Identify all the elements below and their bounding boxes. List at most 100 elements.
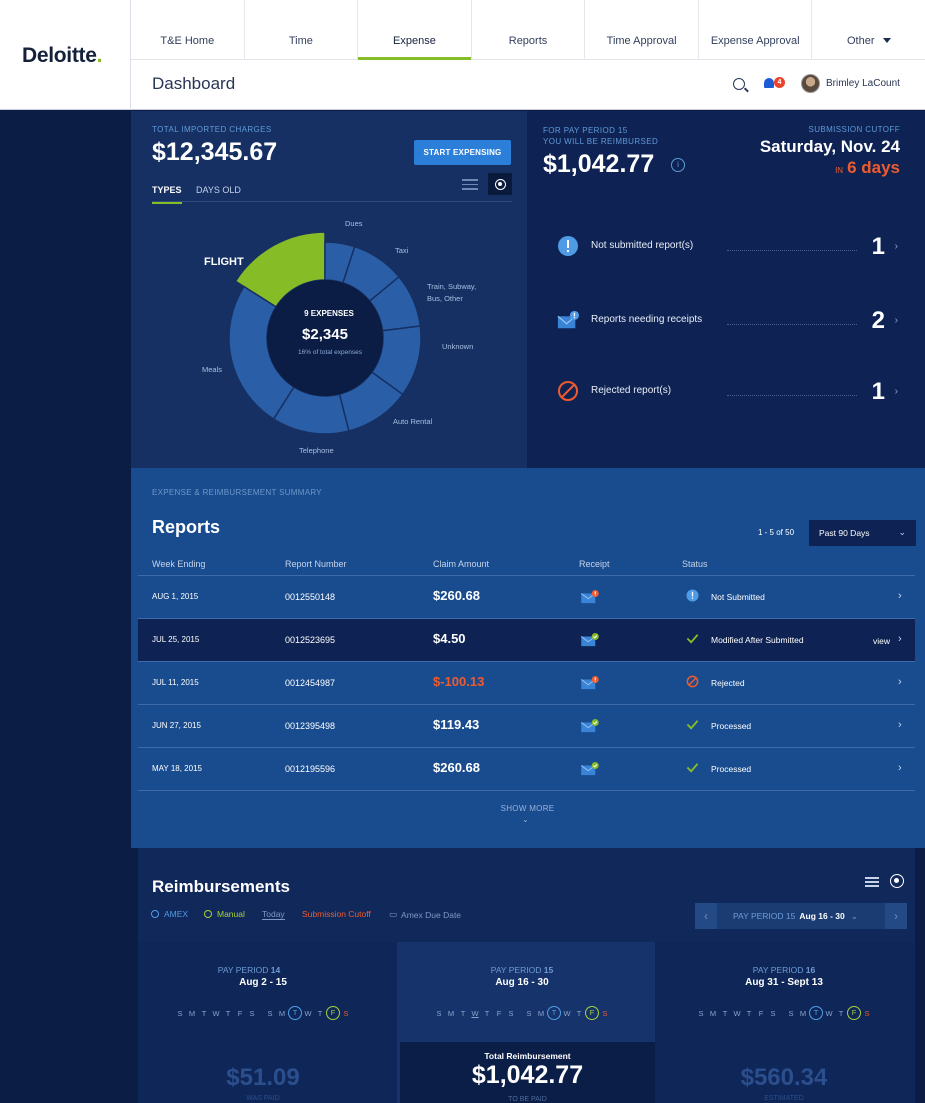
tab-types[interactable]: TYPES [152,185,182,204]
col-claim-amount[interactable]: Claim Amount [433,559,490,569]
chevron-down-icon[interactable]: ⌄ [522,815,529,824]
weekday: T [460,1008,466,1018]
chevron-right-icon[interactable]: › [898,590,902,602]
start-expensing-button[interactable]: START EXPENSING [414,140,511,165]
weekday: W [563,1008,571,1018]
col-receipt[interactable]: Receipt [579,559,610,569]
period-number: 15 [543,965,554,975]
check-icon [686,763,699,773]
table-row[interactable]: JUL 11, 2015 0012454987 $-100.13 Rejecte… [138,662,915,705]
period-status: WAS PAID [246,1095,280,1102]
bell-icon[interactable] [764,78,774,88]
amex-day-marker: T [288,1006,302,1020]
info-icon[interactable]: i [671,158,685,172]
row-amount: $119.43 [433,717,480,732]
manual-day-marker: F [847,1006,861,1020]
amex-day-marker: T [547,1006,561,1020]
calendar-view-icon[interactable] [890,874,904,888]
chevron-down-icon: ⌄ [898,527,906,537]
col-status[interactable]: Status [682,559,708,569]
donut-label-telephone: Telephone [299,446,334,455]
notification-badge: 4 [774,77,785,88]
chevron-right-icon[interactable]: › [898,719,902,731]
summary-section-label: EXPENSE & REIMBURSEMENT SUMMARY [152,488,322,497]
row-amount: $260.68 [433,760,480,775]
chevron-right-icon: › [894,315,898,326]
total-charges-value: $12,345.67 [152,138,278,166]
check-icon [686,720,699,730]
nav-expense[interactable]: Expense [358,0,472,60]
nav-other[interactable]: Other [812,0,925,59]
stat-rejected[interactable]: Rejected report(s) 1 › [557,378,900,406]
table-row[interactable]: MAY 18, 2015 0012195596 $260.68 Processe… [138,748,915,791]
search-icon[interactable] [733,78,745,90]
main-nav: T&E Home Time Expense Reports Time Appro… [131,0,925,60]
nav-time[interactable]: Time [245,0,359,59]
weekday: F [496,1008,502,1018]
list-view-icon[interactable] [865,877,879,887]
avatar[interactable] [801,74,820,93]
period-number: 14 [270,965,281,975]
row-report-number: 0012523695 [285,635,336,645]
stat-not-submitted[interactable]: Not submitted report(s) 1 › [557,233,900,261]
pay-period-selector[interactable]: ‹ PAY PERIOD 15 Aug 16 - 30 ⌄ › [695,903,907,929]
chevron-right-icon: › [894,386,898,397]
period-status: ESTIMATED [764,1095,804,1102]
legend-today: Today [262,909,285,920]
pay-period-label-line2: YOU WILL BE REIMBURSED [543,137,659,146]
chevron-left-icon[interactable]: ‹ [695,903,717,929]
table-row[interactable]: AUG 1, 2015 0012550148 $260.68 Not Submi… [138,576,915,619]
receipt-missing-icon[interactable] [581,590,599,604]
stat-count: 2 [871,307,885,334]
chevron-right-icon[interactable]: › [898,633,902,645]
legend-amex-due: ▭ Amex Due Date [389,909,461,920]
receipt-ok-icon[interactable] [581,762,599,776]
chart-view-toggle[interactable] [488,173,512,195]
tab-days-old[interactable]: DAYS OLD [196,185,241,195]
donut-label-dues: Dues [345,219,363,228]
stat-needing-receipts[interactable]: Reports needing receipts 2 › [557,307,900,335]
weekday: S [436,1008,442,1018]
donut-label-taxi: Taxi [395,246,409,255]
chevron-down-icon: ⌄ [850,911,858,921]
date-range-select[interactable]: Past 90 Days ⌄ [809,520,916,546]
user-name[interactable]: Brimley LaCount [826,78,900,89]
period-status: TO BE PAID [508,1096,547,1103]
row-amount: $4.50 [433,631,466,646]
weekday: M [188,1008,196,1018]
total-reimbursement-label: Total Reimbursement [484,1051,571,1061]
donut-center-sub: 16% of total expenses [298,349,363,356]
cutoff-countdown: IN 6 days [835,158,900,178]
row-amount: $260.68 [433,588,480,603]
col-report-number[interactable]: Report Number [285,559,347,569]
receipt-ok-icon[interactable] [581,719,599,733]
show-more-button[interactable]: SHOW MORE [500,804,555,813]
receipt-ok-icon[interactable] [581,633,599,647]
chevron-right-icon[interactable]: › [898,676,902,688]
manual-ring-icon [204,910,212,918]
manual-day-marker: F [585,1006,599,1020]
list-view-icon[interactable] [462,179,478,191]
check-icon [686,634,699,644]
pagination-info: 1 - 5 of 50 [758,528,795,537]
table-row[interactable]: JUL 25, 2015 0012523695 $4.50 Modified A… [138,619,915,662]
receipt-missing-icon[interactable] [581,676,599,690]
weekday: F [237,1008,243,1018]
rejected-icon [686,675,699,688]
table-row[interactable]: JUN 27, 2015 0012395498 $119.43 Processe… [138,705,915,748]
nav-expense-approval[interactable]: Expense Approval [699,0,813,59]
weekday: M [447,1008,455,1018]
stat-label: Not submitted report(s) [591,240,694,251]
donut-label-unknown: Unknown [442,342,473,351]
nav-time-approval[interactable]: Time Approval [585,0,699,59]
col-week-ending[interactable]: Week Ending [152,559,206,569]
chevron-right-icon[interactable]: › [898,762,902,774]
period-label-text: PAY PERIOD [217,965,269,975]
view-link[interactable]: view [873,636,891,646]
deloitte-logo[interactable]: Deloitte. [22,44,102,68]
row-status: Rejected [711,678,745,688]
legend-label: Today [262,909,285,919]
nav-te-home[interactable]: T&E Home [131,0,245,59]
chevron-right-icon[interactable]: › [885,903,907,929]
nav-reports[interactable]: Reports [472,0,586,59]
